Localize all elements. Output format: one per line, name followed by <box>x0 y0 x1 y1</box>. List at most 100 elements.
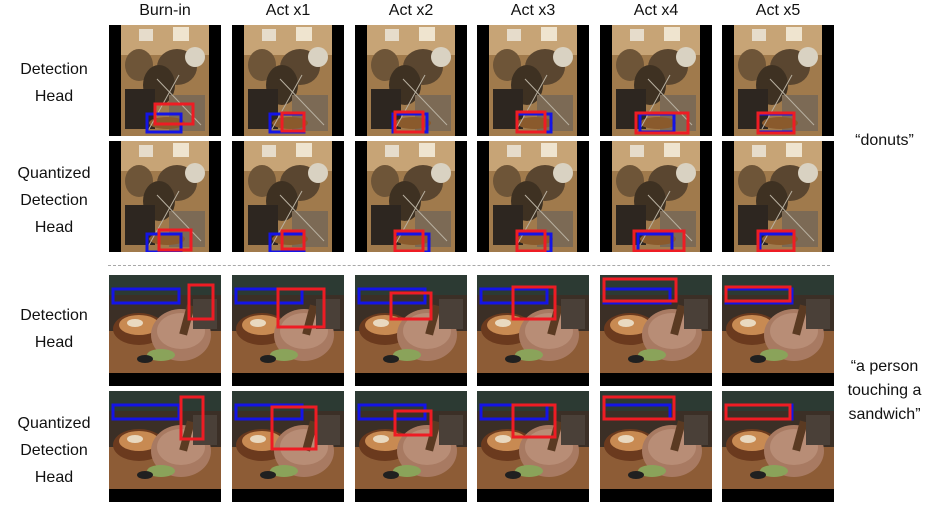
detection-image <box>477 391 589 502</box>
detection-image <box>355 25 467 136</box>
detection-image <box>355 391 467 502</box>
photo-sandwich-scene <box>477 275 589 386</box>
detection-image <box>109 25 221 136</box>
row-label-quantized-head-2: Quantized Detection Head <box>17 415 91 486</box>
blue-bounding-box <box>145 232 183 252</box>
red-bounding-box <box>511 403 557 439</box>
row-label-detection-head-2: Detection Head <box>20 307 88 351</box>
red-bounding-box <box>634 111 690 135</box>
detection-image <box>109 141 221 252</box>
detection-image <box>477 25 589 136</box>
image-cell <box>109 25 221 136</box>
red-bounding-box <box>724 403 792 421</box>
image-cell <box>232 141 344 252</box>
photo-sandwich-scene <box>600 391 712 502</box>
photo-donuts-scene <box>367 141 455 252</box>
photo-donuts-scene <box>121 25 209 136</box>
red-bounding-box <box>187 283 215 321</box>
photo-sandwich-scene <box>232 275 344 386</box>
detection-image <box>722 25 834 136</box>
image-cell <box>477 391 589 502</box>
photo-sandwich-scene <box>477 391 589 502</box>
photo-sandwich-scene <box>600 275 712 386</box>
image-cell <box>355 25 467 136</box>
photo-donuts-scene <box>734 141 822 252</box>
detection-image <box>600 25 712 136</box>
detection-image <box>477 275 589 386</box>
photo-sandwich-scene <box>355 275 467 386</box>
blue-bounding-box <box>234 403 304 421</box>
image-cell <box>109 275 221 386</box>
image-cell <box>109 141 221 252</box>
photo-donuts-scene <box>244 25 332 136</box>
red-bounding-box <box>393 409 433 437</box>
red-bounding-box <box>157 228 193 252</box>
red-bounding-box <box>515 229 547 252</box>
image-cell <box>600 391 712 502</box>
detection-image <box>477 141 589 252</box>
photo-donuts-scene <box>489 25 577 136</box>
caption-donuts: “donuts” <box>855 132 914 149</box>
photo-donuts-scene <box>612 25 700 136</box>
red-bounding-box <box>756 111 796 135</box>
detection-image <box>232 25 344 136</box>
red-bounding-box <box>515 110 547 134</box>
image-cell <box>722 275 834 386</box>
blue-bounding-box <box>111 403 181 421</box>
detection-image <box>722 141 834 252</box>
image-cell <box>355 391 467 502</box>
red-bounding-box <box>724 285 792 303</box>
detection-image <box>109 391 221 502</box>
blue-bounding-box <box>234 287 304 305</box>
image-cell <box>722 141 834 252</box>
red-bounding-box <box>389 291 433 321</box>
detection-image <box>232 141 344 252</box>
image-cell <box>477 275 589 386</box>
detection-image <box>232 275 344 386</box>
red-bounding-box <box>270 405 318 451</box>
column-header-burn-in: Burn-in <box>139 2 191 19</box>
row-label-detection-head-1: Detection Head <box>20 61 88 105</box>
column-header-act-x3: Act x3 <box>510 2 556 19</box>
image-cell <box>355 275 467 386</box>
image-cell <box>600 25 712 136</box>
photo-donuts-scene <box>734 25 822 136</box>
image-cell <box>355 141 467 252</box>
detection-image <box>600 141 712 252</box>
red-bounding-box <box>602 277 678 303</box>
detection-image <box>355 141 467 252</box>
photo-sandwich-scene <box>355 391 467 502</box>
photo-sandwich-scene <box>722 275 834 386</box>
detection-image <box>232 391 344 502</box>
detection-image <box>722 275 834 386</box>
red-bounding-box <box>511 285 557 321</box>
photo-sandwich-scene <box>109 275 221 386</box>
image-cell <box>477 25 589 136</box>
image-cell <box>232 391 344 502</box>
red-bounding-box <box>179 395 205 441</box>
red-bounding-box <box>280 229 306 251</box>
image-cell <box>232 25 344 136</box>
image-cell <box>600 141 712 252</box>
red-bounding-box <box>276 287 326 329</box>
image-cell <box>232 275 344 386</box>
detection-image <box>355 275 467 386</box>
photo-sandwich-scene <box>722 391 834 502</box>
blue-bounding-box <box>636 232 674 252</box>
photo-donuts-scene <box>244 141 332 252</box>
detection-image <box>109 275 221 386</box>
column-header-act-x2: Act x2 <box>388 2 434 19</box>
column-header-act-x5: Act x5 <box>755 2 801 19</box>
detection-image <box>722 391 834 502</box>
section-divider <box>108 265 830 266</box>
red-bounding-box <box>393 229 425 252</box>
image-cell <box>109 391 221 502</box>
image-cell <box>722 25 834 136</box>
photo-donuts-scene <box>612 141 700 252</box>
red-bounding-box <box>602 395 676 421</box>
image-cell <box>722 391 834 502</box>
detection-image <box>600 275 712 386</box>
detection-image <box>600 391 712 502</box>
red-bounding-box <box>280 111 306 133</box>
row-label-quantized-head-1: Quantized Detection Head <box>17 165 91 236</box>
